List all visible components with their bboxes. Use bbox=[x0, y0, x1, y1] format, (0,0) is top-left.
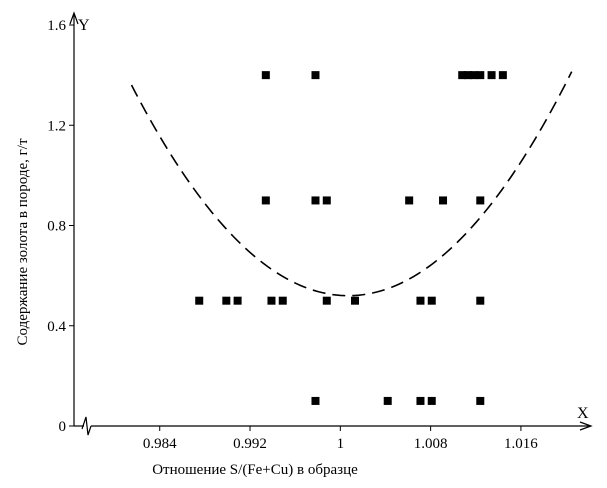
data-point bbox=[427, 396, 436, 405]
data-point bbox=[427, 296, 436, 305]
data-point bbox=[311, 71, 320, 80]
y-axis-letter: Y bbox=[78, 17, 90, 34]
x-tick-label: 1 bbox=[337, 436, 345, 452]
x-tick-label: 1.016 bbox=[504, 436, 538, 452]
data-point bbox=[463, 71, 472, 80]
data-point bbox=[498, 71, 507, 80]
data-point bbox=[222, 296, 231, 305]
data-point bbox=[195, 296, 204, 305]
data-point bbox=[322, 196, 331, 205]
data-point bbox=[278, 296, 287, 305]
x-axis-label: Отношение S/(Fe+Cu) в образце bbox=[152, 462, 358, 478]
y-tick-label: 1.6 bbox=[47, 18, 66, 34]
x-ticks: 0.984 0.992 1 1.008 1.016 bbox=[143, 426, 538, 452]
data-point bbox=[476, 296, 485, 305]
y-axis-arrow bbox=[69, 11, 79, 25]
data-point bbox=[322, 296, 331, 305]
data-point bbox=[311, 196, 320, 205]
x-tick-label: 1.008 bbox=[414, 436, 448, 452]
x-axis-arrow bbox=[579, 421, 593, 431]
x-axis-letter: X bbox=[577, 405, 589, 422]
axes: Y X bbox=[69, 11, 593, 436]
data-point bbox=[476, 71, 485, 80]
data-point bbox=[458, 71, 467, 80]
data-points bbox=[195, 71, 507, 405]
data-point bbox=[261, 196, 270, 205]
data-point bbox=[416, 296, 425, 305]
y-ticks: 0 0.4 0.8 1.2 1.6 bbox=[47, 18, 74, 435]
y-tick-label: 0 bbox=[59, 419, 67, 435]
x-axis-break-mark bbox=[81, 416, 92, 436]
y-tick-label: 0.4 bbox=[47, 319, 66, 335]
data-point bbox=[350, 296, 359, 305]
x-tick-label: 0.992 bbox=[233, 436, 267, 452]
data-point bbox=[311, 396, 320, 405]
data-point bbox=[405, 196, 414, 205]
data-point bbox=[487, 71, 496, 80]
data-point bbox=[261, 71, 270, 80]
fit-curve bbox=[130, 71, 573, 297]
y-tick-label: 1.2 bbox=[47, 118, 66, 134]
data-point bbox=[233, 296, 242, 305]
data-point bbox=[383, 396, 392, 405]
data-point bbox=[416, 396, 425, 405]
data-point bbox=[476, 396, 485, 405]
x-tick-label: 0.984 bbox=[143, 436, 177, 452]
data-point bbox=[439, 196, 448, 205]
data-point bbox=[469, 71, 478, 80]
data-point bbox=[476, 196, 485, 205]
data-point bbox=[267, 296, 276, 305]
y-axis-label: Содержание золота в породе, г/т bbox=[15, 138, 31, 345]
y-tick-label: 0.8 bbox=[47, 219, 66, 235]
